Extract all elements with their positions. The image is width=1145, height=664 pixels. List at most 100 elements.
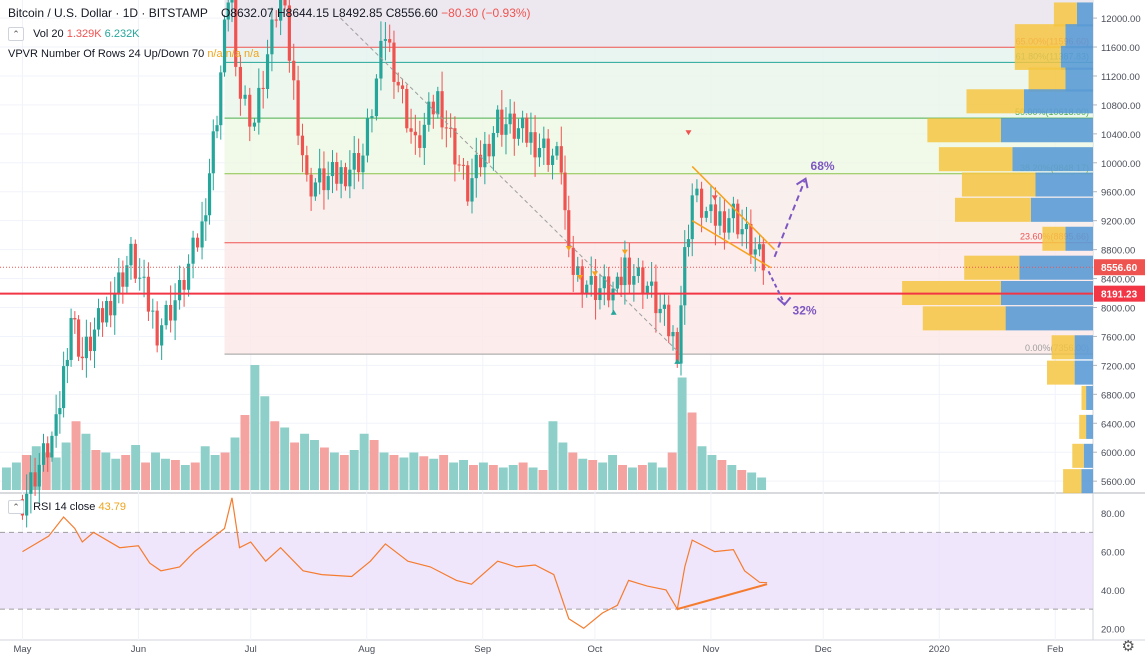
vpvr-down-bar <box>1065 226 1093 251</box>
candle-body <box>388 39 392 43</box>
vpvr-down-bar <box>1012 147 1093 172</box>
volume-bar <box>429 458 439 490</box>
candle-body <box>58 408 62 415</box>
candle-body <box>576 266 580 275</box>
candle-body <box>305 155 309 175</box>
volume-bar <box>677 377 687 490</box>
candle-body <box>151 310 155 312</box>
volume-bar <box>339 455 349 490</box>
chevron-up-icon[interactable]: ⌃ <box>8 500 24 514</box>
volume-bar <box>459 460 468 490</box>
volume-bar <box>548 421 558 490</box>
axes: 5600.00 6000.00 6400.00 6800.00 7200.00 7600.… <box>13 14 1145 655</box>
volume-bar <box>61 442 71 490</box>
candle-body <box>615 276 620 289</box>
candle-body <box>636 267 640 277</box>
candle-body <box>487 143 491 157</box>
candle-body <box>330 162 335 177</box>
volume-bar <box>449 462 459 490</box>
volume-bar <box>737 470 747 490</box>
rsi-line <box>22 497 768 630</box>
candle-body <box>222 19 227 73</box>
volume-bar <box>389 455 399 490</box>
volume-bar <box>2 467 11 490</box>
candle-body <box>679 305 683 364</box>
dashed-trendline <box>340 17 678 352</box>
price-axis-label: 10800.00 <box>1101 101 1141 112</box>
volume-bar <box>598 462 608 490</box>
signal-marker-down <box>685 130 692 136</box>
candle-body <box>478 154 483 168</box>
fibonacci-retracement: 65.00%(11596.60)61.80%(11387.83)50.00%(1… <box>224 0 1093 355</box>
candle-body <box>252 122 257 127</box>
chevron-up-icon[interactable]: ⌃ <box>8 27 24 41</box>
fib-zone <box>224 62 1093 119</box>
candle-body <box>753 249 757 255</box>
volume-bar <box>131 445 141 490</box>
price-axis-label: 11600.00 <box>1101 43 1140 54</box>
candle-body <box>219 72 223 126</box>
volume-bar <box>399 457 409 490</box>
price-axis-label: 10400.00 <box>1101 130 1141 141</box>
candle-body <box>326 176 330 191</box>
vpvr-down-bar <box>1076 2 1093 27</box>
volume-bar <box>250 365 260 490</box>
volume-bar <box>757 477 767 490</box>
candle-body <box>361 155 365 173</box>
vol-label[interactable]: Vol 20 <box>33 27 64 40</box>
rsi-axis-label: 60.00 <box>1101 548 1125 559</box>
gear-icon[interactable]: ⚙ <box>1121 638 1135 655</box>
candle-body <box>287 5 291 61</box>
candle-body <box>641 267 645 295</box>
volume-bar <box>568 452 578 490</box>
vpvr-down-bar <box>1086 385 1093 410</box>
candle-body <box>571 247 575 275</box>
bullish-projection-arrow <box>773 180 806 258</box>
candle-body <box>757 244 762 250</box>
candle-body <box>431 101 435 115</box>
rsi-label[interactable]: RSI 14 close <box>33 500 96 513</box>
price-axis-label: 8000.00 <box>1101 304 1135 315</box>
vol-value: 1.329K <box>66 27 102 40</box>
probability-up-label: 68% <box>811 159 835 173</box>
candle-body <box>96 308 101 330</box>
candle-body <box>195 237 200 248</box>
candle-body <box>178 280 182 301</box>
candle-body <box>405 88 409 129</box>
vpvr-up-bar <box>938 147 1013 172</box>
rsi-pane <box>0 497 1093 630</box>
candle-body <box>182 280 186 290</box>
candle-body <box>704 211 708 218</box>
fib-zone <box>224 47 1093 63</box>
candle-body <box>457 164 461 166</box>
vpvr-down-bar <box>1035 172 1093 197</box>
candle-body <box>533 132 537 158</box>
rsi-axis-label: 80.00 <box>1101 509 1125 520</box>
volume-bar <box>687 412 697 490</box>
vpvr-down-bar <box>1065 24 1093 49</box>
candle-body <box>121 272 125 287</box>
vpvr-down-bar <box>1065 67 1093 92</box>
candle-body <box>671 331 675 337</box>
volume-bar <box>220 452 230 490</box>
signal-marker-down <box>621 249 628 255</box>
vpvr-label[interactable]: VPVR Number Of Rows 24 Up/Down 70 <box>8 48 205 60</box>
candle-body <box>84 336 88 359</box>
candle-body <box>727 218 731 233</box>
volume-bar <box>270 421 280 490</box>
candle-body <box>265 54 270 89</box>
candle-body <box>713 204 718 226</box>
volume-legend: ⌃ Vol 20 1.329K 6.232K <box>8 27 140 41</box>
volume-bar <box>369 440 379 490</box>
volume-bar <box>409 452 419 490</box>
candle-body <box>69 317 73 360</box>
vpvr-up-bar <box>1081 385 1087 410</box>
volume-bar <box>538 470 548 490</box>
candle-body <box>270 19 274 55</box>
candle-body <box>474 154 478 179</box>
candle-body <box>138 277 142 279</box>
vpvr-up-bar <box>1072 443 1084 468</box>
time-axis-label: 2020 <box>929 644 950 655</box>
volume-bar <box>260 396 270 490</box>
